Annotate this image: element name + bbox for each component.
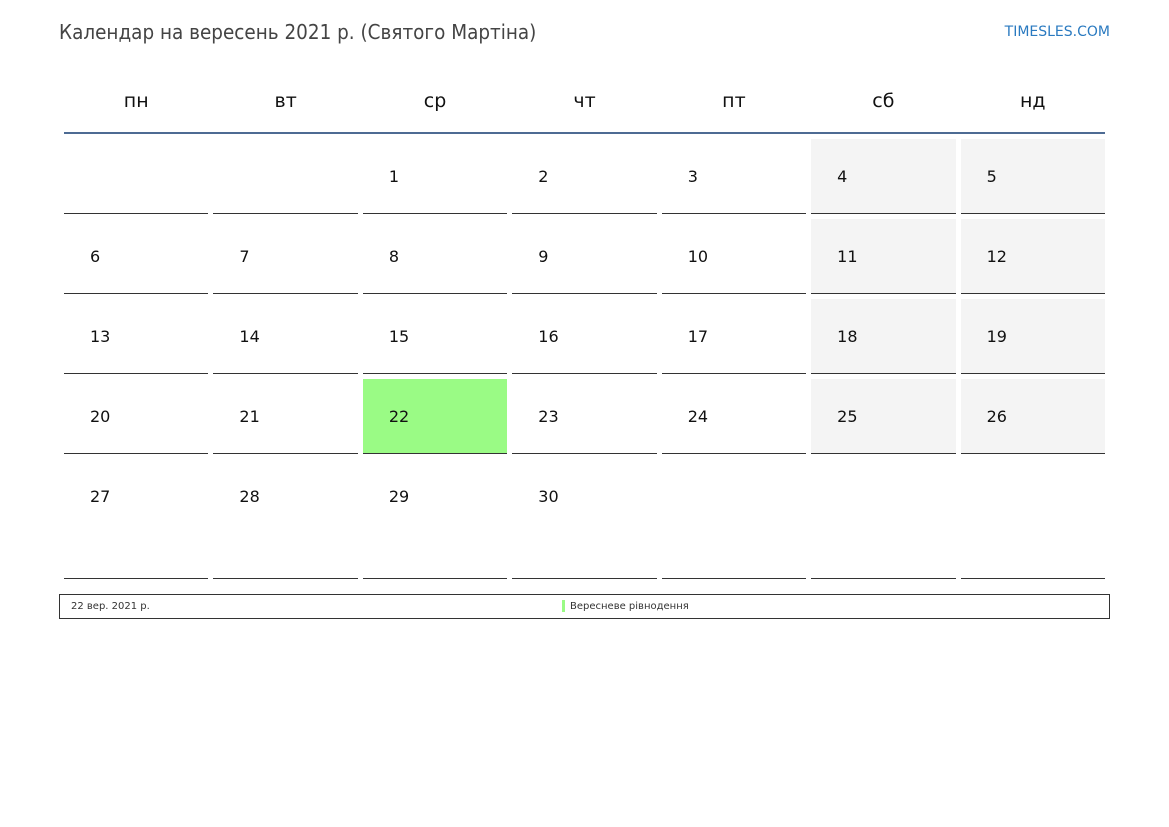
day-cell[interactable]: 17 bbox=[661, 299, 807, 374]
day-cell[interactable]: 12 bbox=[960, 219, 1105, 294]
day-cell[interactable]: 26 bbox=[960, 379, 1105, 454]
day-cell[interactable]: 24 bbox=[661, 379, 807, 454]
day-number: 21 bbox=[239, 407, 260, 426]
calendar-grid: пн вт ср чт пт сб нд 1 2 3 4 5 6 7 8 9 10 11 12 13 14 15 16 17 1… bbox=[64, 70, 1105, 579]
day-number: 4 bbox=[837, 167, 848, 186]
day-cell[interactable]: 28 bbox=[213, 459, 358, 579]
legend-color-marker bbox=[562, 600, 565, 612]
day-number: 8 bbox=[388, 247, 400, 266]
day-number: 11 bbox=[837, 247, 858, 266]
day-number: 9 bbox=[538, 247, 549, 266]
day-cell[interactable]: 10 bbox=[661, 219, 807, 294]
day-cell[interactable]: 27 bbox=[64, 459, 209, 579]
day-number: 22 bbox=[388, 407, 410, 426]
day-number: 27 bbox=[90, 487, 111, 506]
day-cell bbox=[661, 459, 807, 579]
day-number: 2 bbox=[538, 167, 549, 186]
weekday-header: пн bbox=[123, 90, 149, 112]
day-cell[interactable]: 21 bbox=[213, 379, 358, 454]
weekday-header: пт bbox=[722, 90, 746, 112]
day-cell[interactable]: 8 bbox=[362, 219, 508, 294]
day-cell bbox=[811, 459, 956, 579]
day-number: 17 bbox=[687, 327, 709, 346]
day-cell bbox=[213, 139, 358, 214]
holiday-legend: 22 вер. 2021 р. Вересневе рівнодення bbox=[59, 594, 1110, 619]
legend-holiday-name: Вересневе рівнодення bbox=[570, 601, 689, 612]
day-cell[interactable]: 25 bbox=[811, 379, 956, 454]
day-number: 28 bbox=[239, 487, 260, 506]
day-number: 24 bbox=[687, 407, 709, 426]
day-number: 23 bbox=[538, 407, 559, 426]
day-number: 20 bbox=[90, 407, 111, 426]
day-number: 29 bbox=[388, 487, 410, 506]
day-cell[interactable]: 3 bbox=[661, 139, 807, 214]
day-cell[interactable]: 2 bbox=[512, 139, 657, 214]
day-cell[interactable]: 9 bbox=[512, 219, 657, 294]
day-cell[interactable]: 16 bbox=[512, 299, 657, 374]
day-number: 1 bbox=[388, 167, 400, 186]
day-cell bbox=[960, 459, 1105, 579]
day-cell[interactable]: 30 bbox=[512, 459, 657, 579]
day-number: 15 bbox=[388, 327, 410, 346]
day-cell[interactable]: 23 bbox=[512, 379, 657, 454]
day-cell[interactable]: 19 bbox=[960, 299, 1105, 374]
day-cell bbox=[64, 139, 209, 214]
day-number: 10 bbox=[687, 247, 709, 266]
day-cell[interactable]: 13 bbox=[64, 299, 209, 374]
day-cell[interactable]: 4 bbox=[811, 139, 956, 214]
day-number: 14 bbox=[239, 327, 260, 346]
weekday-header: ср bbox=[423, 90, 447, 112]
day-cell[interactable]: 22 bbox=[362, 379, 508, 454]
day-cell[interactable]: 1 bbox=[362, 139, 508, 214]
day-number: 25 bbox=[837, 407, 858, 426]
day-cell[interactable]: 29 bbox=[362, 459, 508, 579]
header-divider bbox=[64, 132, 1105, 134]
weekday-header: вт bbox=[274, 90, 297, 112]
day-cell[interactable]: 5 bbox=[960, 139, 1105, 214]
day-cell[interactable]: 18 bbox=[811, 299, 956, 374]
day-number: 7 bbox=[239, 247, 250, 266]
weekday-header: нд bbox=[1020, 90, 1046, 112]
day-cell[interactable]: 11 bbox=[811, 219, 956, 294]
day-number: 6 bbox=[90, 247, 101, 266]
site-link[interactable]: TIMESLES.COM bbox=[1004, 24, 1110, 40]
day-number: 18 bbox=[837, 327, 858, 346]
weekday-header: чт bbox=[573, 90, 596, 112]
day-cell[interactable]: 15 bbox=[362, 299, 508, 374]
day-cell[interactable]: 14 bbox=[213, 299, 358, 374]
day-cell[interactable]: 7 bbox=[213, 219, 358, 294]
page-title: Календар на вересень 2021 р. (Святого Ма… bbox=[59, 20, 537, 44]
day-number: 30 bbox=[538, 487, 559, 506]
weekday-header: сб bbox=[872, 90, 895, 112]
day-number: 16 bbox=[538, 327, 559, 346]
day-number: 3 bbox=[687, 167, 698, 186]
day-number: 19 bbox=[986, 327, 1007, 346]
day-cell[interactable]: 6 bbox=[64, 219, 209, 294]
day-number: 5 bbox=[986, 167, 997, 186]
day-number: 13 bbox=[90, 327, 111, 346]
day-number: 12 bbox=[986, 247, 1007, 266]
day-number: 26 bbox=[986, 407, 1007, 426]
legend-date: 22 вер. 2021 р. bbox=[71, 601, 150, 612]
day-cell[interactable]: 20 bbox=[64, 379, 209, 454]
